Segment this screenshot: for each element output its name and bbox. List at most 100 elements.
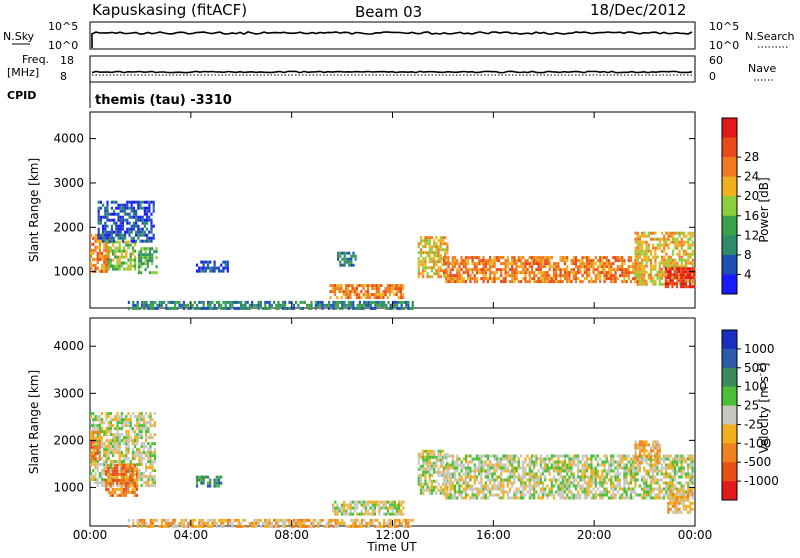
velocity-cell: [612, 460, 615, 464]
velocity-cell: [500, 490, 503, 494]
velocity-cell: [495, 457, 498, 461]
velocity-cell: [98, 427, 101, 431]
velocity-cell: [447, 493, 450, 497]
velocity-cell: [124, 475, 128, 479]
velocity-cell: [559, 472, 562, 476]
power-cell: [106, 233, 109, 237]
velocity-cell: [590, 454, 593, 458]
power-cell: [641, 264, 644, 268]
velocity-cell: [133, 463, 136, 467]
velocity-cell: [94, 430, 97, 434]
velocity-cell: [687, 487, 690, 491]
velocity-cell: [500, 487, 503, 491]
velocity-cell: [638, 452, 642, 456]
velocity-cell: [112, 445, 115, 449]
velocity-cell: [625, 493, 628, 497]
velocity-cell: [217, 484, 221, 488]
power-cell: [594, 274, 597, 278]
velocity-cell: [464, 454, 468, 458]
power-cell: [110, 218, 113, 222]
velocity-cell: [623, 478, 626, 482]
power-cell: [373, 287, 376, 291]
velocity-cell: [544, 466, 547, 470]
velocity-cell: [402, 506, 405, 510]
velocity-cell: [513, 457, 516, 461]
power-cell: [511, 280, 514, 284]
velocity-cell: [240, 521, 243, 525]
velocity-cell: [153, 433, 156, 437]
velocity-cell: [522, 472, 525, 476]
velocity-cell: [590, 484, 593, 488]
velocity-cell: [574, 463, 578, 467]
velocity-cell: [123, 418, 126, 422]
power-cell: [504, 259, 507, 263]
power-cell: [137, 215, 140, 219]
power-cell: [458, 265, 461, 269]
power-cell: [480, 271, 483, 275]
power-cell: [634, 264, 637, 268]
velocity-cell: [371, 509, 374, 513]
power-cell: [680, 282, 683, 286]
velocity-cell: [334, 512, 337, 516]
velocity-cell: [671, 463, 674, 467]
power-cell: [163, 300, 166, 304]
velocity-cell: [627, 460, 630, 464]
power-cell: [366, 287, 370, 291]
velocity-cell: [689, 481, 692, 485]
power-cell: [134, 243, 137, 247]
velocity-cell: [471, 487, 474, 491]
velocity-cell: [165, 518, 168, 522]
velocity-cell: [445, 475, 448, 479]
power-cell: [506, 262, 509, 266]
velocity-cell: [149, 521, 152, 525]
power-cell: [328, 306, 331, 310]
power-cell: [687, 252, 690, 256]
velocity-cell: [651, 454, 655, 458]
velocity-cell: [362, 512, 365, 516]
power-cell: [435, 269, 438, 273]
velocity-cell: [561, 490, 564, 494]
power-cell: [94, 248, 97, 252]
power-cell: [292, 306, 295, 310]
power-colorbar-segment: [722, 215, 737, 236]
power-cell: [484, 265, 487, 269]
power-cell: [647, 231, 650, 235]
velocity-cell: [145, 433, 148, 437]
power-cell: [671, 264, 675, 268]
velocity-cell: [98, 415, 101, 419]
power-cell: [682, 234, 686, 238]
velocity-cell: [378, 524, 381, 528]
power-cell: [435, 242, 438, 246]
power-cell: [119, 209, 122, 213]
power-cell: [139, 215, 142, 219]
velocity-cell: [643, 466, 646, 470]
velocity-cell: [419, 473, 423, 477]
velocity-cell: [618, 496, 622, 500]
velocity-cell: [638, 484, 641, 488]
velocity-cell: [143, 518, 146, 522]
power-cell: [676, 279, 679, 283]
velocity-cell: [105, 463, 108, 467]
power-cell: [667, 246, 670, 250]
velocity-cell: [497, 466, 501, 470]
power-cell: [377, 290, 381, 294]
velocity-cell: [122, 487, 125, 491]
velocity-cell: [151, 436, 154, 440]
velocity-cell: [217, 481, 221, 485]
power-cell: [397, 290, 400, 294]
velocity-cell: [541, 490, 545, 494]
velocity-cell: [127, 442, 130, 446]
power-cell: [544, 277, 547, 281]
velocity-cell: [94, 472, 97, 476]
power-cell: [142, 256, 145, 260]
velocity-cell: [513, 481, 516, 485]
power-cell: [137, 206, 140, 210]
velocity-cell: [570, 490, 573, 494]
power-cell: [667, 270, 670, 274]
power-cell: [614, 277, 617, 281]
power-cell: [585, 256, 589, 260]
power-cell: [388, 287, 392, 291]
power-cell: [660, 249, 664, 253]
velocity-cell: [500, 484, 503, 488]
velocity-cell: [559, 466, 562, 470]
